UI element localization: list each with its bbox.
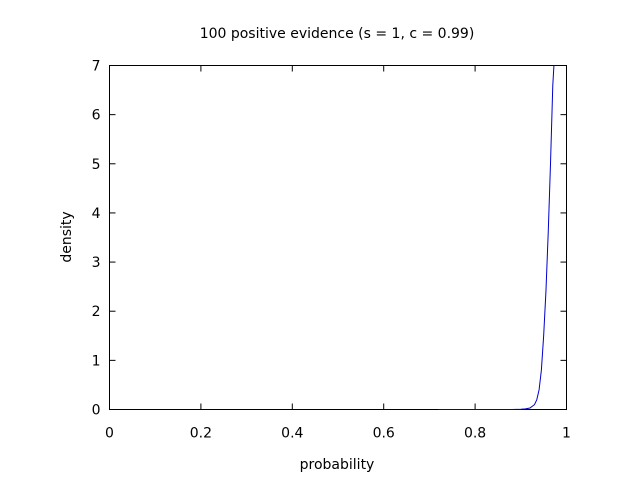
x-tick-label: 0.4 — [281, 426, 303, 442]
y-tick-label: 7 — [92, 59, 101, 75]
density-curve — [438, 65, 555, 410]
y-tick-label: 3 — [92, 255, 101, 271]
x-tick-label: 0.8 — [464, 426, 486, 442]
y-axis-ticks: 0 1 2 3 4 5 6 7 — [92, 59, 567, 419]
x-tick-label: 1 — [562, 426, 571, 442]
y-tick-label: 5 — [92, 157, 101, 173]
x-tick-label: 0.2 — [190, 426, 212, 442]
series-layer — [438, 65, 555, 410]
x-tick-label: 0 — [105, 426, 114, 442]
y-axis-label: density — [59, 211, 75, 262]
y-tick-label: 4 — [92, 206, 101, 222]
y-tick-label: 6 — [92, 108, 101, 124]
y-tick-label: 0 — [92, 403, 101, 419]
x-tick-label: 0.6 — [373, 426, 395, 442]
y-tick-label: 2 — [92, 304, 101, 320]
x-axis-label: probability — [300, 457, 375, 473]
chart-title: 100 positive evidence (s = 1, c = 0.99) — [200, 26, 475, 42]
y-tick-label: 1 — [92, 353, 101, 369]
x-axis-ticks: 0 0.2 0.4 0.6 0.8 1 — [105, 65, 571, 442]
plot-frame — [109, 65, 567, 410]
